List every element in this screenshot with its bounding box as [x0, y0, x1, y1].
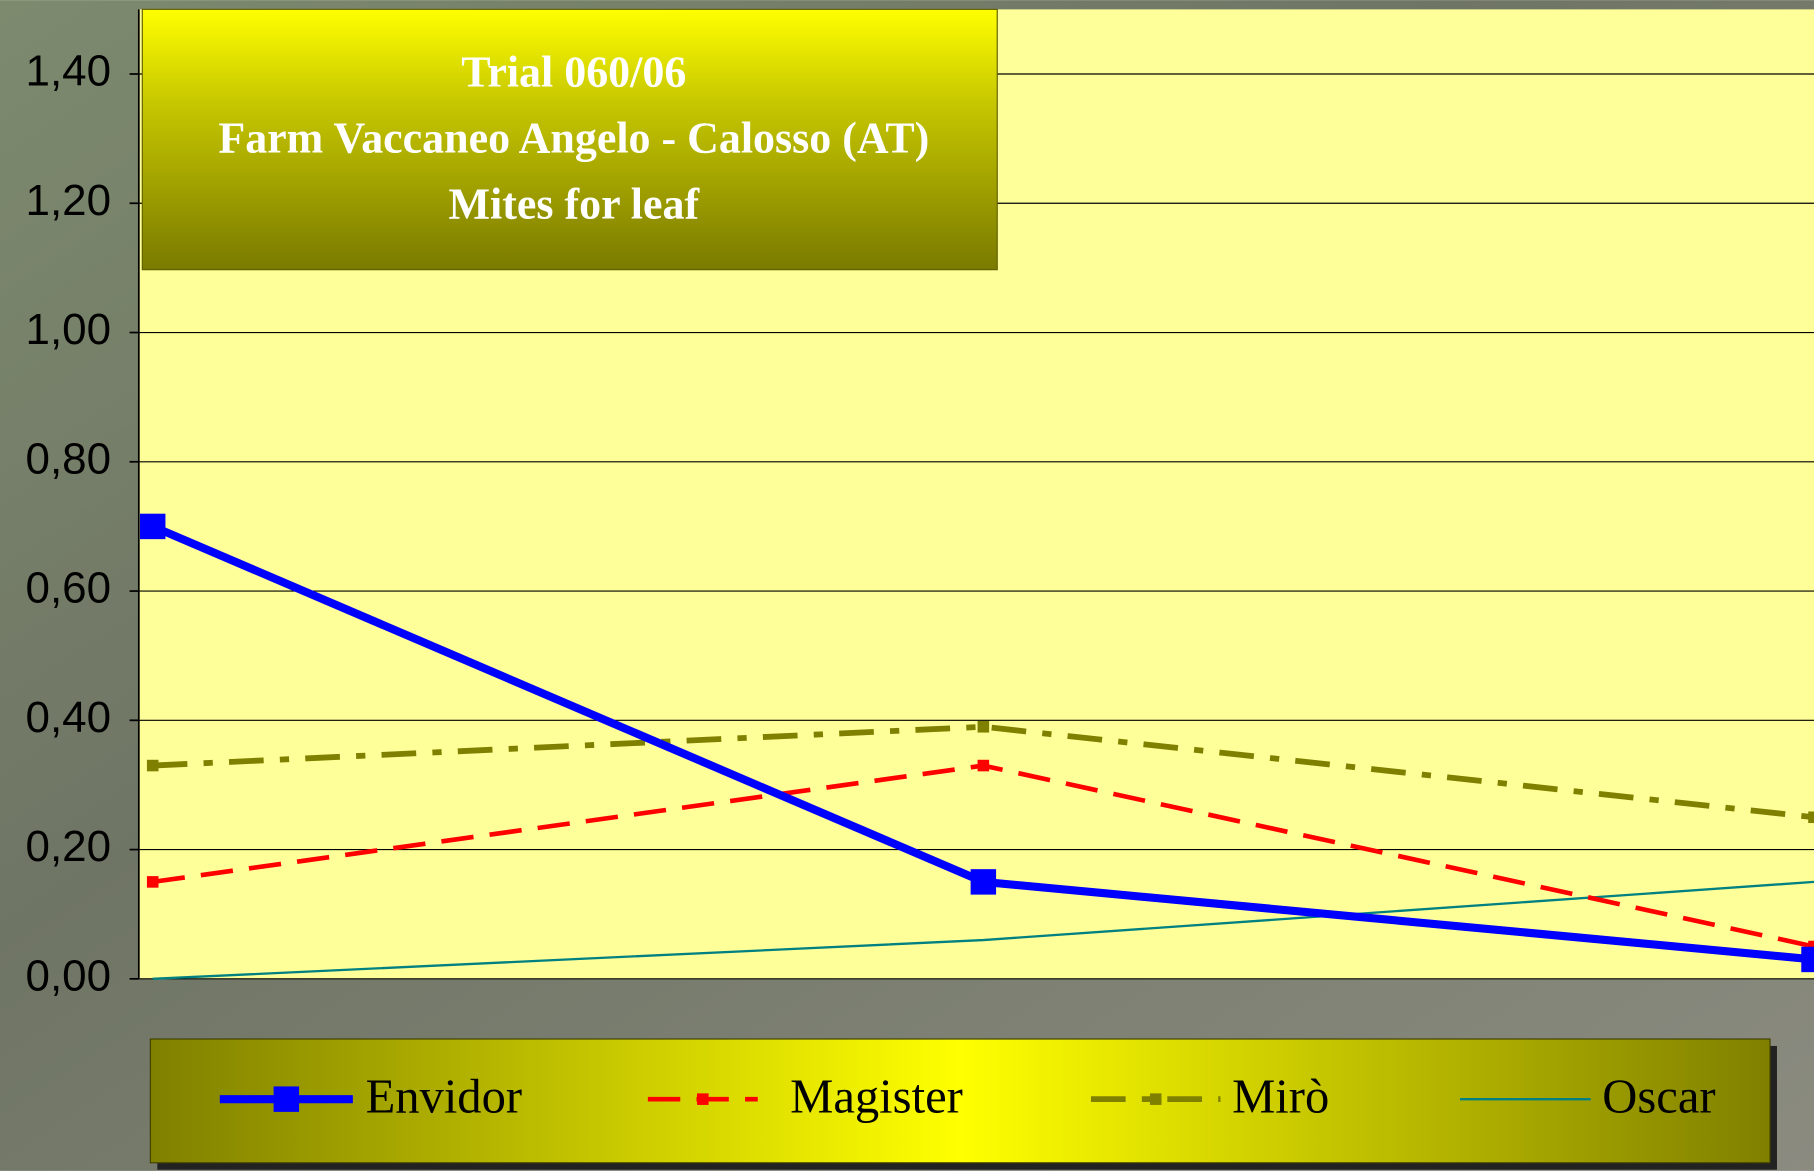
marker	[977, 759, 990, 772]
legend	[149, 1038, 1771, 1164]
chart-title: Farm Vaccaneo Angelo - Calosso (AT)	[218, 114, 929, 163]
y-tick-label: 1,00	[26, 305, 112, 354]
title-box	[141, 8, 998, 271]
y-tick-label: 0,20	[26, 822, 112, 871]
y-tick-label: 0,00	[26, 951, 112, 1000]
legend-marker	[273, 1086, 300, 1112]
legend-marker	[1149, 1093, 1162, 1105]
chart-title: Mites for leaf	[449, 179, 701, 228]
marker	[1808, 811, 1814, 824]
marker	[146, 759, 159, 772]
line-series	[152, 880, 1814, 980]
legend-marker	[697, 1093, 709, 1105]
chart-title: Trial 060/06	[461, 48, 686, 97]
y-tick-label: 0,40	[26, 693, 112, 742]
marker	[1801, 946, 1814, 973]
legend-label: Magister	[790, 1070, 963, 1124]
marker	[139, 513, 166, 540]
marker	[1808, 940, 1814, 953]
y-tick-label: 0,80	[26, 434, 112, 483]
legend-label: Mirò	[1232, 1070, 1329, 1124]
legend-label: Oscar	[1602, 1070, 1715, 1124]
legend-label: Envidor	[366, 1070, 523, 1124]
marker	[977, 720, 990, 733]
marker	[970, 869, 997, 895]
y-tick-label: 0,60	[26, 564, 112, 613]
y-tick-label: 1,20	[26, 176, 112, 225]
marker	[146, 876, 159, 888]
line-series	[152, 723, 1814, 821]
y-tick-label: 1,40	[26, 47, 112, 96]
